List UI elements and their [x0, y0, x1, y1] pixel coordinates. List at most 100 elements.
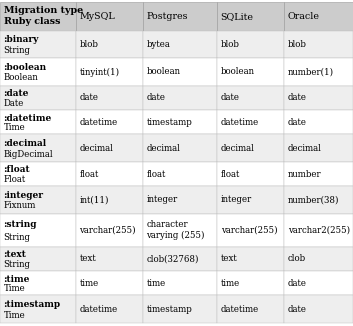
Text: :integer: :integer — [4, 191, 43, 200]
Bar — [76, 162, 143, 186]
Text: boolean: boolean — [221, 67, 255, 77]
Text: :binary: :binary — [4, 36, 39, 44]
Bar — [217, 246, 284, 271]
Bar — [0, 58, 76, 86]
Text: MySQL: MySQL — [79, 12, 115, 21]
Bar — [217, 186, 284, 214]
Text: blob: blob — [288, 40, 306, 49]
Text: String: String — [4, 233, 30, 242]
Bar — [284, 86, 353, 110]
Bar — [143, 295, 217, 323]
Text: decimal: decimal — [146, 144, 180, 153]
Text: character
varying (255): character varying (255) — [146, 220, 205, 240]
Text: Time: Time — [4, 284, 25, 293]
Bar — [0, 271, 76, 295]
Text: timestamp: timestamp — [146, 304, 192, 314]
Text: integer: integer — [146, 195, 178, 204]
Bar — [284, 214, 353, 246]
Text: integer: integer — [221, 195, 252, 204]
Text: int(11): int(11) — [79, 195, 109, 204]
Text: clob: clob — [288, 254, 306, 263]
Text: date: date — [146, 93, 166, 102]
Text: BigDecimal: BigDecimal — [4, 150, 53, 159]
Bar — [284, 58, 353, 86]
Text: varchar2(255): varchar2(255) — [288, 226, 350, 235]
Text: datetime: datetime — [79, 118, 118, 127]
Text: :timestamp: :timestamp — [4, 300, 61, 309]
Text: date: date — [288, 304, 307, 314]
Text: String: String — [4, 46, 30, 55]
Text: date: date — [221, 93, 240, 102]
Bar — [284, 246, 353, 271]
Bar — [76, 214, 143, 246]
Text: Migration type
Ruby class: Migration type Ruby class — [4, 6, 83, 26]
Bar — [143, 271, 217, 295]
Bar — [284, 271, 353, 295]
Text: datetime: datetime — [221, 304, 259, 314]
Bar — [76, 186, 143, 214]
Bar — [0, 31, 76, 58]
Text: Float: Float — [4, 175, 26, 184]
Bar — [284, 186, 353, 214]
Text: Time: Time — [4, 123, 25, 132]
Bar — [284, 110, 353, 134]
Text: clob(32768): clob(32768) — [146, 254, 199, 263]
Bar — [284, 162, 353, 186]
Bar — [217, 58, 284, 86]
Bar — [0, 86, 76, 110]
Bar — [76, 110, 143, 134]
Text: :boolean: :boolean — [4, 63, 47, 72]
Text: datetime: datetime — [221, 118, 259, 127]
Text: varchar(255): varchar(255) — [79, 226, 136, 235]
Text: decimal: decimal — [288, 144, 322, 153]
Text: :string: :string — [4, 220, 37, 229]
Bar — [76, 31, 143, 58]
Text: :decimal: :decimal — [4, 139, 47, 148]
Text: blob: blob — [79, 40, 98, 49]
Bar — [76, 86, 143, 110]
Bar — [284, 2, 353, 31]
Text: time: time — [146, 279, 166, 288]
Text: date: date — [288, 118, 307, 127]
Text: time: time — [79, 279, 99, 288]
Text: Fixnum: Fixnum — [4, 201, 36, 210]
Bar — [217, 214, 284, 246]
Bar — [217, 134, 284, 162]
Text: :float: :float — [4, 165, 30, 174]
Bar — [217, 162, 284, 186]
Bar — [76, 134, 143, 162]
Bar — [76, 271, 143, 295]
Bar — [217, 86, 284, 110]
Text: :text: :text — [4, 250, 26, 259]
Bar — [284, 31, 353, 58]
Bar — [143, 58, 217, 86]
Bar — [143, 31, 217, 58]
Text: number(38): number(38) — [288, 195, 339, 204]
Bar — [0, 134, 76, 162]
Bar — [76, 295, 143, 323]
Text: datetime: datetime — [79, 304, 118, 314]
Bar — [217, 110, 284, 134]
Bar — [0, 2, 76, 31]
Bar — [0, 186, 76, 214]
Text: date: date — [288, 279, 307, 288]
Text: float: float — [146, 170, 166, 179]
Bar — [76, 246, 143, 271]
Bar — [0, 246, 76, 271]
Text: text: text — [221, 254, 237, 263]
Bar — [143, 246, 217, 271]
Bar — [0, 214, 76, 246]
Text: :date: :date — [4, 89, 29, 98]
Text: number: number — [288, 170, 321, 179]
Text: decimal: decimal — [79, 144, 113, 153]
Bar — [284, 295, 353, 323]
Text: :time: :time — [4, 274, 30, 284]
Text: blob: blob — [221, 40, 239, 49]
Text: time: time — [221, 279, 240, 288]
Text: SQLite: SQLite — [221, 12, 253, 21]
Bar — [217, 295, 284, 323]
Bar — [76, 58, 143, 86]
Text: timestamp: timestamp — [146, 118, 192, 127]
Text: Time: Time — [4, 311, 25, 319]
Text: boolean: boolean — [146, 67, 180, 77]
